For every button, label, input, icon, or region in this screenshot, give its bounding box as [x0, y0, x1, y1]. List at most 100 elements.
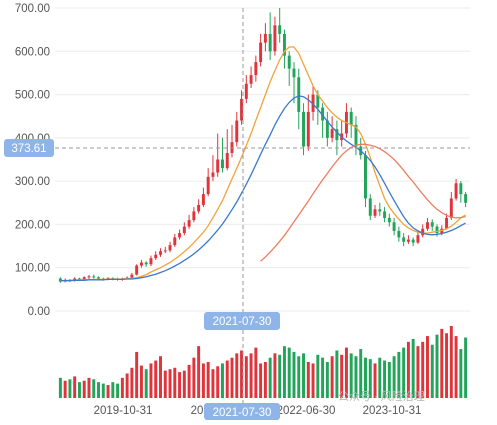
candle-body: [430, 222, 434, 227]
volume-bar: [330, 356, 334, 398]
candle-body: [435, 226, 439, 234]
volume-bar: [397, 351, 401, 398]
candle-body: [244, 83, 248, 99]
candle-body: [220, 159, 224, 169]
volume-bar: [249, 353, 253, 398]
volume-bar: [154, 360, 158, 398]
candle-body: [182, 226, 186, 234]
candle-body: [406, 239, 410, 242]
candle-body: [425, 222, 429, 229]
candle-body: [178, 233, 182, 238]
candle-body: [373, 209, 377, 216]
volume-bar: [368, 359, 372, 398]
candle-body: [216, 159, 220, 173]
volume-bar: [373, 363, 377, 398]
volume-bar: [216, 366, 220, 398]
candle-body: [454, 183, 458, 199]
x-tick-label: 2023-10-31: [363, 405, 422, 417]
volume-bar: [68, 379, 72, 398]
candle-body: [201, 194, 205, 205]
volume-bar: [197, 346, 201, 398]
candle-body: [97, 277, 101, 279]
candle-body: [421, 228, 425, 236]
volume-bar: [454, 336, 458, 398]
candle-body: [321, 107, 325, 121]
volume-bar: [240, 350, 244, 398]
date-pill-bottom-text: 2021-07-30: [213, 407, 272, 419]
volume-bar: [435, 334, 439, 398]
candle-body: [416, 235, 420, 243]
candle-body: [330, 129, 334, 138]
volume-bar: [464, 337, 468, 398]
candle-body: [325, 120, 329, 138]
candle-body: [225, 153, 229, 169]
candle-body: [82, 277, 86, 280]
candle-body: [197, 204, 201, 212]
volume-bar: [445, 333, 449, 398]
volume-bar: [106, 385, 110, 398]
candles: [58, 8, 468, 283]
candle-body: [168, 245, 172, 251]
volume-bar: [416, 346, 420, 398]
volume-bar: [449, 326, 453, 398]
volume-bar: [430, 344, 434, 398]
candle-body: [87, 276, 91, 278]
volume-bar: [135, 351, 139, 398]
candle-body: [139, 262, 143, 266]
candle-body: [278, 25, 282, 34]
price-pill-text: 373.61: [11, 143, 46, 155]
candle-body: [402, 237, 406, 242]
volume-bar: [321, 357, 325, 398]
volume-bar: [306, 362, 310, 398]
grid: [55, 7, 470, 312]
candle-body: [249, 75, 253, 84]
volume-bar: [63, 380, 67, 398]
candle-body: [292, 68, 296, 78]
volume-bars: [58, 326, 468, 398]
volume-bar: [335, 350, 339, 398]
volume-bar: [344, 347, 348, 398]
ma-line-2: [60, 95, 466, 282]
candle-body: [306, 111, 310, 147]
candle-body: [206, 176, 210, 195]
y-tick-label: 100.00: [15, 263, 50, 275]
ma-line-3: [260, 143, 466, 262]
y-tick-label: 300.00: [15, 176, 50, 188]
volume-bar: [311, 363, 315, 398]
y-tick-label: 200.00: [15, 219, 50, 231]
volume-bar: [340, 354, 344, 398]
volume-bar: [425, 336, 429, 398]
candle-body: [354, 124, 358, 147]
volume-bar: [149, 363, 153, 398]
candle-body: [316, 94, 320, 108]
candle-body: [273, 25, 277, 52]
volume-bar: [92, 379, 96, 398]
volume-bar: [254, 347, 258, 398]
candle-body: [135, 265, 139, 275]
candle-body: [378, 209, 382, 212]
volume-bar: [168, 369, 172, 398]
volume-bar: [378, 357, 382, 398]
volume-bar: [325, 362, 329, 398]
volume-bar: [392, 356, 396, 398]
moving-averages: [60, 46, 466, 282]
candle-body: [254, 62, 258, 76]
volume-bar: [387, 362, 391, 398]
volume-bar: [364, 357, 367, 398]
volume-bar: [421, 341, 425, 398]
candle-body: [464, 194, 468, 203]
candle-body: [192, 211, 196, 221]
volume-bar: [459, 349, 463, 398]
x-tick-label: 2022-06-30: [277, 405, 336, 417]
volume-bar: [282, 346, 286, 398]
date-pill-bg: [204, 312, 280, 330]
volume-bar: [130, 367, 134, 398]
volume-bar: [411, 338, 415, 398]
date-pill-text: 2021-07-30: [213, 316, 272, 328]
candle-body: [173, 237, 177, 246]
volume-bar: [125, 373, 129, 398]
crosshair: 373.61 2021-07-30 2021-07-30: [4, 8, 470, 420]
volume-bar: [302, 353, 306, 398]
candle-body: [58, 278, 62, 282]
